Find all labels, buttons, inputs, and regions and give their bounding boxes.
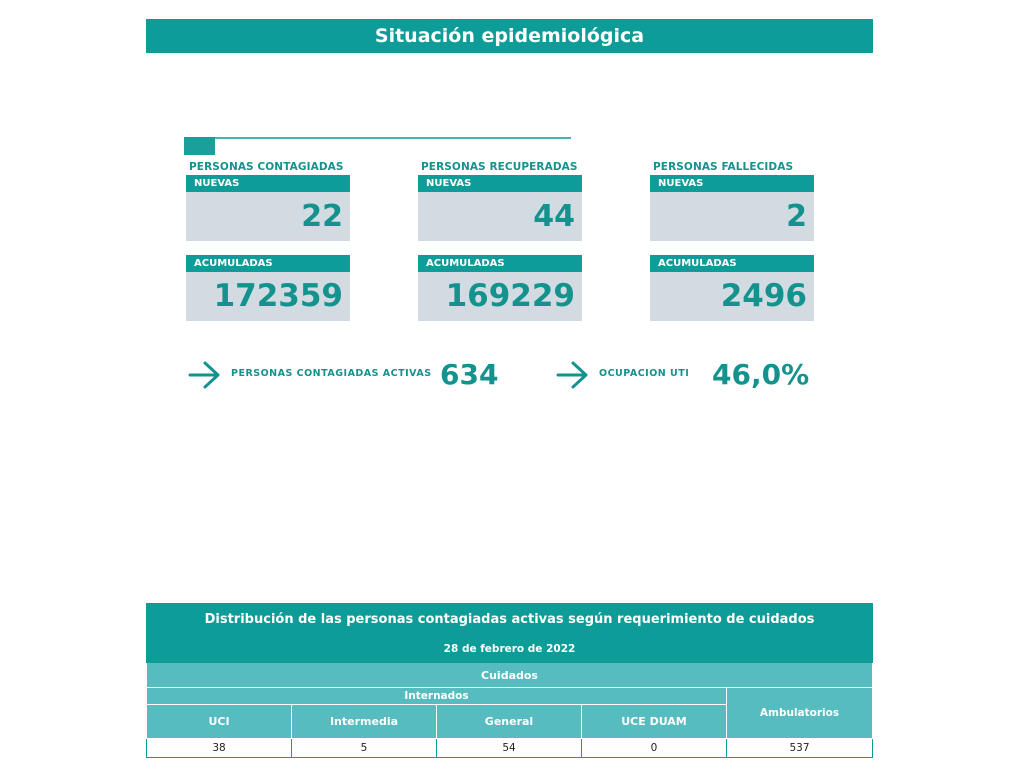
contagiadas-nuevas-value: 22 [186, 192, 350, 241]
fallecidas-heading: PERSONAS FALLECIDAS [653, 161, 794, 173]
internados-header: Internados [146, 687, 727, 705]
recuperadas-acumuladas-value: 169229 [418, 272, 582, 321]
recuperadas-acumuladas-label: ACUMULADAS [418, 255, 582, 272]
value-intermedia: 5 [291, 738, 437, 758]
activas-label: PERSONAS CONTAGIADAS ACTIVAS [231, 368, 432, 379]
recuperadas-nuevas-value: 44 [418, 192, 582, 241]
distribution-title: Distribución de las personas contagiadas… [146, 603, 873, 636]
recuperadas-nuevas-card: NUEVAS 44 [418, 175, 582, 241]
value-uci: 38 [146, 738, 292, 758]
decorative-line [184, 137, 571, 139]
distribution-date: 28 de febrero de 2022 [146, 635, 873, 663]
recuperadas-heading: PERSONAS RECUPERADAS [421, 161, 578, 173]
fallecidas-nuevas-label: NUEVAS [650, 175, 814, 192]
column-header-uce-duam: UCE DUAM [581, 704, 727, 739]
table-row: 38 5 54 0 537 [146, 738, 873, 758]
fallecidas-acumuladas-card: ACUMULADAS 2496 [650, 255, 814, 321]
contagiadas-acumuladas-value: 172359 [186, 272, 350, 321]
value-uce-duam: 0 [581, 738, 727, 758]
page-title: Situación epidemiológica [146, 19, 873, 53]
value-general: 54 [436, 738, 582, 758]
activas-value: 634 [440, 358, 499, 391]
decorative-block [184, 137, 215, 155]
fallecidas-nuevas-card: NUEVAS 2 [650, 175, 814, 241]
contagiadas-acumuladas-card: ACUMULADAS 172359 [186, 255, 350, 321]
uti-label: OCUPACION UTI [599, 368, 690, 379]
column-header-intermedia: Intermedia [291, 704, 437, 739]
contagiadas-heading: PERSONAS CONTAGIADAS [189, 161, 344, 173]
arrow-right-icon [556, 361, 588, 389]
fallecidas-nuevas-value: 2 [650, 192, 814, 241]
uti-value: 46,0% [712, 358, 810, 391]
recuperadas-nuevas-label: NUEVAS [418, 175, 582, 192]
value-ambulatorios: 537 [726, 738, 873, 758]
distribution-table: Distribución de las personas contagiadas… [146, 603, 873, 758]
column-header-general: General [436, 704, 582, 739]
ambulatorios-header: Ambulatorios [726, 687, 873, 739]
recuperadas-acumuladas-card: ACUMULADAS 169229 [418, 255, 582, 321]
cuidados-header: Cuidados [146, 662, 873, 688]
fallecidas-acumuladas-label: ACUMULADAS [650, 255, 814, 272]
arrow-right-icon [188, 361, 220, 389]
contagiadas-acumuladas-label: ACUMULADAS [186, 255, 350, 272]
contagiadas-nuevas-label: NUEVAS [186, 175, 350, 192]
fallecidas-acumuladas-value: 2496 [650, 272, 814, 321]
contagiadas-nuevas-card: NUEVAS 22 [186, 175, 350, 241]
column-header-uci: UCI [146, 704, 292, 739]
